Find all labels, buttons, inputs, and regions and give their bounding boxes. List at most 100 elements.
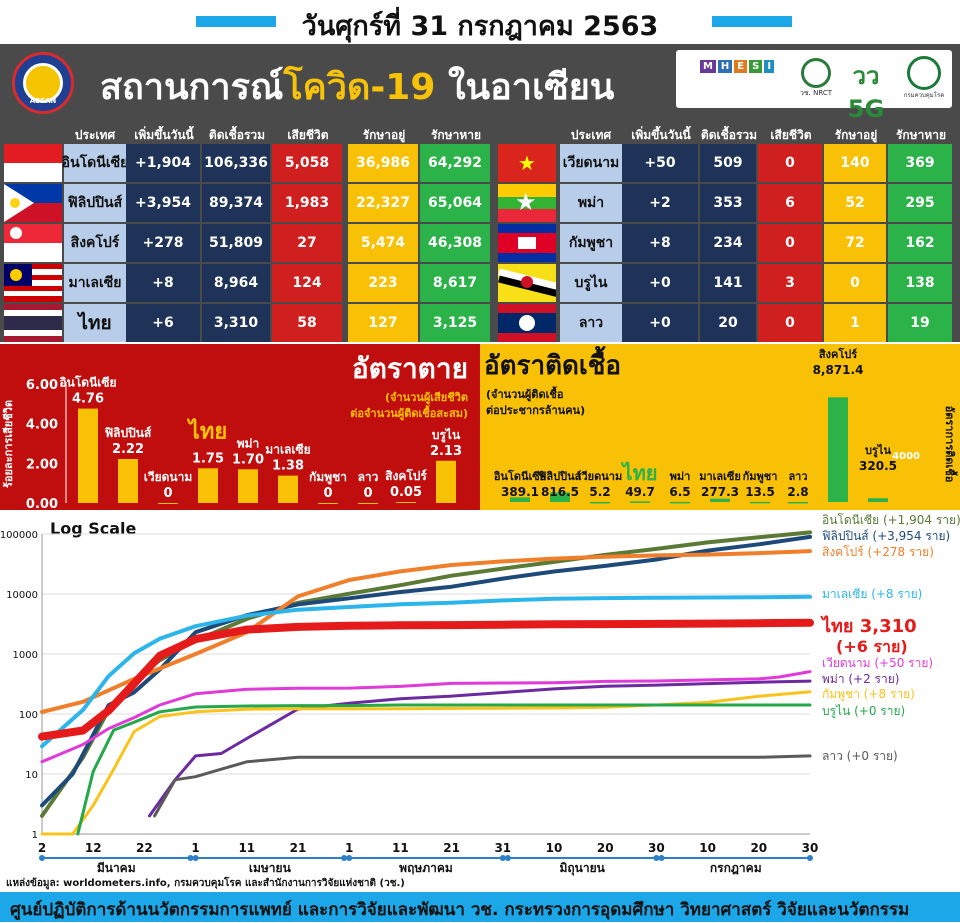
legend-6: พม่า (+2 ราย) [822,672,899,686]
right-row-0-recovered: 369 [888,144,952,182]
log-ytick-0: 1 [32,830,38,841]
death-value-5: 1.38 [272,459,304,474]
legend-7: กัมพูชา (+8 ราย) [822,687,915,702]
right-row-3-recovered: 138 [888,264,952,302]
death-ytick-3: 6.00 [26,378,58,393]
death-value-0: 4.76 [72,392,104,407]
right-row-2-country: กัมพูชา [560,224,622,262]
month-dot-start-4 [658,855,665,861]
death-subtitle-2: ต่อจำนวนผู้ติดเชื้อสะสม) [350,405,468,421]
date-dash-left [196,16,276,27]
left-row-2-new: +278 [126,224,200,262]
infection-cat-5: มาเลเซีย [699,470,741,483]
right-row-2-active: 72 [824,224,886,262]
table-left-header-0: ประเทศ [74,128,116,142]
right-row-3-total: 141 [700,264,756,302]
right-row-4-total: 20 [700,304,756,342]
legend-4-sub: (+6 ราย) [836,637,908,656]
death-title: อัตราตาย [352,352,468,385]
death-cat-3: ไทย [187,417,227,444]
title-part2: โควิด-19 [283,67,436,108]
left-row-0-total: 106,336 [202,144,270,182]
left-row-1-deaths: 1,983 [272,184,342,222]
title-part3: ในอาเซียน [435,67,615,108]
right-row-4-active: 1 [824,304,886,342]
infection-bar-4 [670,501,690,504]
left-row-1-total: 89,374 [202,184,270,222]
death-bar-6 [318,503,338,504]
log-xtick-4: 11 [238,841,255,855]
death-ytick-1: 2.00 [26,457,58,472]
table-left-header-2: ติดเชื้อรวม [208,128,266,142]
infection-bar-1 [550,492,570,502]
right-row-1-active: 52 [824,184,886,222]
left-row-2-deaths: 27 [272,224,342,262]
log-xtick-3: 1 [191,841,199,855]
death-rate-chart: ร้อยละการเสียชีวิต 0.00 2.00 4.00 6.00 อินโดน… [2,352,468,512]
series-line-2 [40,549,812,714]
month-dot-start-1 [192,855,199,861]
right-row-1-country: พม่า [560,184,622,222]
legend-0: อินโดนีเซีย (+1,904 ราย) [822,513,960,527]
asean-logo-icon: ASEAN [12,52,74,114]
death-value-7: 0 [363,486,372,501]
infection-ylabel: อัตราการติดเชื้อ [943,406,958,483]
flag-philippines [4,184,62,222]
death-cat-1: ฟิลิปปินส์ [105,426,152,440]
log-xtick-6: 1 [345,841,353,855]
month-dot-end-2 [499,855,506,861]
log-xtick-8: 21 [443,841,460,855]
series-line-1 [40,534,812,808]
legend-5: เวียดนาม (+50 ราย) [822,656,933,670]
log-ytick-3: 1000 [13,650,38,661]
nrct-logo-text: วช. NRCT [799,89,833,97]
left-row-3-total: 8,964 [202,264,270,302]
infection-bar-9 [868,498,888,502]
right-row-0-total: 509 [700,144,756,182]
footer-bar: ศูนย์ปฏิบัติการด้านนวัตกรรมการแพทย์ และก… [0,892,960,922]
log-xtick-13: 10 [699,841,716,855]
infection-cat-0: อินโดนีเซีย [493,469,546,483]
right-row-0-new: +50 [622,144,698,182]
left-row-2-country: สิงคโปร์ [64,224,126,262]
left-row-3-recovered: 8,617 [420,264,490,302]
page-title: สถานการณ์โควิด-19 ในอาเซียน [100,58,614,115]
right-row-4-deaths: 0 [758,304,822,342]
right-row-0-country: เวียดนาม [560,144,622,182]
left-row-3-country: มาเลเซีย [64,264,126,302]
right-row-1-recovered: 295 [888,184,952,222]
log-xtick-2: 22 [136,841,153,855]
right-row-4-country: ลาว [560,304,622,342]
table-left-header-3: เสียชีวิต [287,128,329,142]
log-xtick-9: 31 [494,841,511,855]
log-xtick-12: 30 [648,841,665,855]
flag-laos [498,304,556,342]
death-cat-8: สิงคโปร์ [385,468,427,483]
footer-text: ศูนย์ปฏิบัติการด้านนวัตกรรมการแพทย์ และก… [10,900,910,920]
infection-rate-panel: อัตราติดเชื้อ (จำนวนผู้ติดเชื้อ ต่อประชากร… [480,344,960,510]
infection-cat-7: ลาว [788,470,807,483]
table-right-header-0: ประเทศ [570,128,612,142]
ddc-logo-text: กรมควบคุมโรค [903,92,945,99]
infection-cat-9: บรูไน [865,443,891,458]
right-row-1-deaths: 6 [758,184,822,222]
infection-bar-8 [828,397,848,502]
series-line-4 [38,618,814,741]
left-row-1-active: 22,327 [348,184,418,222]
table-left-header-1: เพิ่มขึ้นวันนี้ [134,128,194,142]
infection-bar-0 [510,497,530,502]
death-bar-4 [238,469,258,503]
death-cat-4: พม่า [237,436,260,450]
right-row-0-active: 140 [824,144,886,182]
infection-value-9: 320.5 [859,459,897,473]
log-ytick-2: 100 [19,710,38,721]
series-line-6 [148,679,812,818]
death-value-2: 0 [163,486,172,501]
left-row-1-new: +3,954 [126,184,200,222]
left-row-2-recovered: 46,308 [420,224,490,262]
death-value-6: 0 [323,486,332,501]
legend-8: บรูไน (+0 ราย) [822,704,905,719]
month-dot-end-3 [653,855,660,861]
left-row-4-active: 127 [348,304,418,342]
date-bar: วันศุกร์ที่ 31 กรกฎาคม 2563 [0,0,960,44]
